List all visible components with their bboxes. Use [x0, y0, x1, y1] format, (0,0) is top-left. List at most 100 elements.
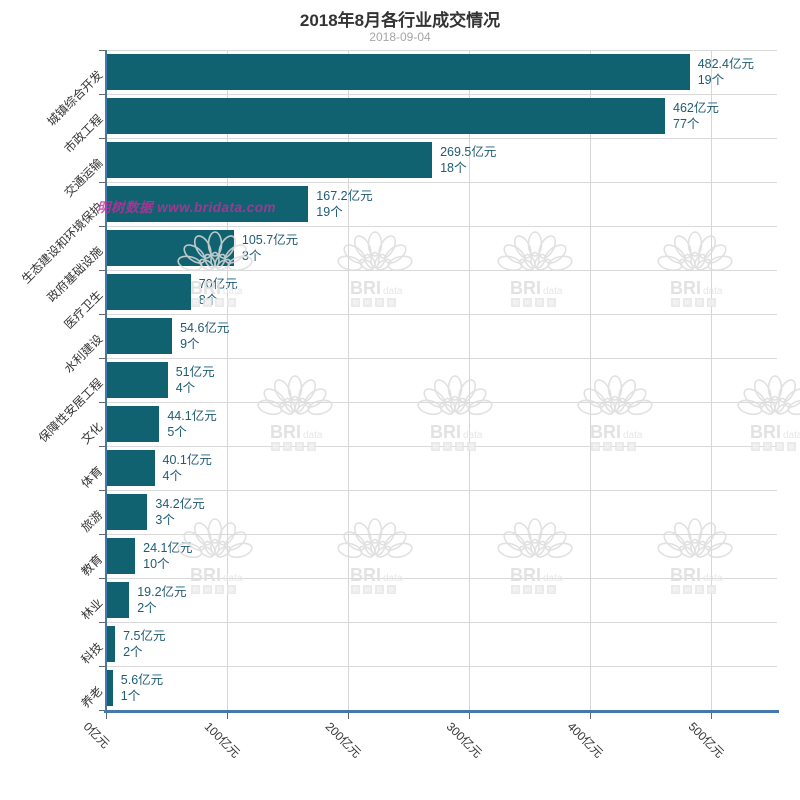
bar-count-text: 8个	[198, 293, 219, 307]
y-axis-tick	[99, 622, 105, 623]
gridline-horizontal	[106, 314, 777, 315]
svg-text:明: 明	[672, 300, 678, 307]
bar[interactable]	[106, 230, 234, 266]
svg-text:明: 明	[512, 587, 518, 594]
y-axis-tick	[99, 358, 105, 359]
svg-text:树: 树	[684, 586, 690, 594]
watermark-logo: BRI data 明树数据	[577, 372, 653, 456]
x-axis-tick	[348, 713, 349, 719]
bar[interactable]	[106, 54, 690, 90]
gridline-horizontal	[106, 226, 777, 227]
bar-value-label: 19.2亿元 2个	[137, 584, 186, 616]
bar-value-label: 7.5亿元 2个	[123, 628, 165, 660]
svg-text:明: 明	[192, 587, 198, 594]
bar[interactable]	[106, 450, 155, 486]
y-axis-tick	[99, 226, 105, 227]
svg-text:据: 据	[388, 299, 394, 307]
bar[interactable]	[106, 318, 173, 354]
category-label: 体育	[78, 463, 106, 491]
chart-subtitle: 2018-09-04	[369, 30, 431, 44]
gridline-horizontal	[106, 490, 777, 491]
svg-text:树: 树	[284, 443, 290, 451]
svg-text:明: 明	[512, 300, 518, 307]
svg-text:明: 明	[672, 587, 678, 594]
x-axis-tick	[711, 713, 712, 719]
bar-count-text: 77个	[673, 117, 700, 131]
gridline-horizontal	[106, 138, 777, 139]
gridline-horizontal	[106, 666, 777, 667]
bar-count-text: 3个	[155, 513, 175, 527]
svg-text:data: data	[383, 286, 403, 297]
x-axis-tick-label: 300亿元	[443, 719, 485, 761]
x-axis-tick	[469, 713, 470, 719]
gridline-horizontal	[106, 622, 777, 623]
bar-amount-text: 19.2亿元	[137, 585, 187, 599]
bar[interactable]	[106, 626, 116, 662]
bar-count-text: 5个	[167, 425, 187, 439]
gridline-vertical	[227, 50, 228, 710]
category-label: 教育	[78, 551, 106, 579]
y-axis-tick	[99, 446, 105, 447]
x-axis-tick-label: 0亿元	[80, 719, 113, 752]
gridline-horizontal	[106, 358, 777, 359]
svg-text:据: 据	[548, 299, 554, 307]
gridline-vertical	[590, 50, 591, 710]
bar-amount-text: 167.2亿元	[316, 189, 373, 203]
bar[interactable]	[106, 142, 433, 178]
y-axis-tick	[99, 270, 105, 271]
bar[interactable]	[106, 186, 309, 222]
bar-value-label: 51亿元 4个	[176, 364, 215, 396]
bar-amount-text: 44.1亿元	[167, 409, 217, 423]
x-axis-line	[104, 710, 779, 713]
bar[interactable]	[106, 362, 168, 398]
bar[interactable]	[106, 98, 666, 134]
bar-amount-text: 7.5亿元	[123, 629, 166, 643]
bar[interactable]	[106, 274, 191, 310]
x-axis-tick-label: 400亿元	[564, 719, 606, 761]
svg-text:BRI: BRI	[670, 565, 701, 585]
svg-text:数: 数	[696, 299, 702, 307]
category-label: 水利建设	[61, 331, 106, 376]
y-axis-tick	[99, 578, 105, 579]
svg-text:树: 树	[524, 299, 530, 307]
svg-text:data: data	[623, 430, 643, 441]
bar-count-text: 2个	[137, 601, 157, 615]
bar-count-text: 4个	[175, 381, 196, 395]
bar-value-label: 34.2亿元 3个	[155, 496, 204, 528]
svg-text:BRI: BRI	[190, 565, 221, 585]
svg-text:数: 数	[296, 443, 302, 451]
svg-text:数: 数	[616, 443, 622, 451]
svg-text:BRI: BRI	[510, 278, 541, 298]
y-axis-tick	[99, 666, 105, 667]
svg-text:BRI: BRI	[590, 422, 621, 442]
bar-value-label: 70亿元 8个	[199, 276, 238, 308]
gridline-horizontal	[106, 578, 777, 579]
bar[interactable]	[106, 538, 136, 574]
svg-text:data: data	[463, 430, 483, 441]
bar-count-text: 9个	[180, 337, 200, 351]
x-axis-tick	[106, 713, 107, 719]
svg-text:据: 据	[788, 443, 794, 451]
bar-value-label: 167.2亿元 19个	[316, 188, 372, 220]
svg-text:数: 数	[376, 299, 382, 307]
bar-count-text: 1个	[120, 689, 141, 703]
watermark-logo: BRI data 明树数据	[657, 515, 733, 599]
svg-text:数: 数	[376, 586, 382, 594]
bar-value-label: 54.6亿元 9个	[180, 320, 229, 352]
bar-value-label: 5.6亿元 1个	[121, 672, 163, 704]
bar-count-text: 19个	[316, 205, 343, 219]
bar[interactable]	[106, 406, 160, 442]
bar-amount-text: 51亿元	[175, 365, 215, 379]
gridline-horizontal	[106, 402, 777, 403]
y-axis-tick	[99, 710, 105, 711]
bar-value-label: 105.7亿元 3个	[242, 232, 298, 264]
bar[interactable]	[106, 670, 113, 706]
bar[interactable]	[106, 494, 148, 530]
bar-count-text: 18个	[440, 161, 467, 175]
chart-title: 2018年8月各行业成交情况	[299, 11, 501, 30]
y-axis-tick	[99, 182, 105, 183]
svg-text:BRI: BRI	[510, 565, 541, 585]
svg-text:据: 据	[228, 586, 234, 594]
bar[interactable]	[106, 582, 130, 618]
svg-text:树: 树	[684, 299, 690, 307]
